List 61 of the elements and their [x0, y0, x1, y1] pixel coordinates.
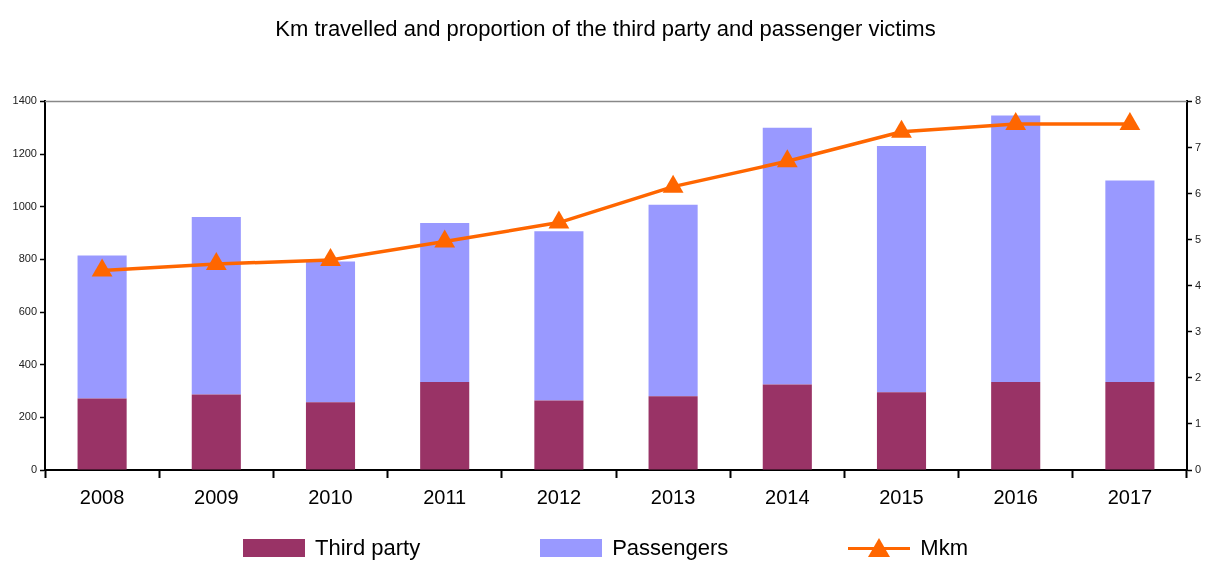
bar	[991, 115, 1041, 383]
x-tick-label: 2016	[993, 485, 1038, 508]
bar	[1105, 382, 1155, 470]
x-tick-label: 2017	[1107, 485, 1153, 508]
bar	[420, 382, 470, 470]
x-tick-label: 2009	[194, 485, 239, 508]
y2-tick-label: 0	[1195, 463, 1202, 476]
point	[1005, 111, 1027, 130]
bar	[876, 392, 927, 470]
point	[434, 229, 456, 248]
bar	[420, 223, 470, 383]
x-tick-label: 2011	[423, 485, 467, 508]
point	[548, 210, 570, 229]
chart-title: Km travelled and proportion of the third party and passenger victims	[275, 16, 936, 42]
bar	[77, 255, 127, 399]
y-tick-label: 600	[18, 305, 37, 318]
x-tick-label: 2010	[308, 485, 353, 508]
y2-tick-label: 6	[1195, 186, 1202, 199]
bar	[648, 396, 698, 470]
bar	[305, 261, 356, 403]
bar	[876, 145, 927, 393]
point	[205, 252, 227, 271]
bar	[534, 231, 584, 401]
bar	[1105, 180, 1155, 383]
x-tick-label: 2013	[650, 485, 696, 508]
bar	[648, 204, 698, 397]
legend-label: Mkm	[920, 535, 968, 561]
y-tick-label: 1400	[12, 94, 37, 107]
y-tick-label: 800	[18, 252, 37, 265]
bar	[191, 216, 241, 395]
y2-tick-label: 7	[1195, 140, 1202, 153]
bar	[534, 400, 584, 470]
legend-label: Passengers	[612, 535, 729, 561]
x-tick-label: 2008	[79, 485, 125, 508]
y-tick-label: 1000	[12, 199, 37, 212]
bar	[991, 382, 1041, 470]
y2-tick-label: 4	[1195, 278, 1202, 291]
point	[662, 174, 684, 193]
y-tick-label: 400	[18, 357, 37, 370]
bar	[305, 402, 356, 470]
bar	[77, 398, 127, 470]
point	[1119, 111, 1141, 130]
y2-tick-label: 1	[1195, 416, 1202, 429]
y2-tick-label: 5	[1195, 232, 1202, 245]
bar	[762, 384, 812, 470]
y2-tick-label: 8	[1195, 94, 1202, 107]
x-tick-label: 2014	[765, 485, 810, 508]
x-tick-label: 2012	[536, 485, 582, 508]
point	[320, 247, 341, 266]
y-tick-label: 0	[30, 463, 37, 476]
y2-tick-label: 2	[1195, 370, 1202, 383]
bar	[762, 127, 812, 385]
y-tick-label: 200	[18, 410, 37, 423]
point	[776, 149, 798, 168]
point	[891, 119, 912, 138]
x-tick-label: 2015	[879, 485, 924, 508]
y2-tick-label: 3	[1195, 324, 1202, 337]
y-tick-label: 1200	[12, 147, 37, 160]
point	[91, 258, 113, 277]
bar	[191, 394, 241, 470]
legend-label: Third party	[315, 535, 421, 561]
